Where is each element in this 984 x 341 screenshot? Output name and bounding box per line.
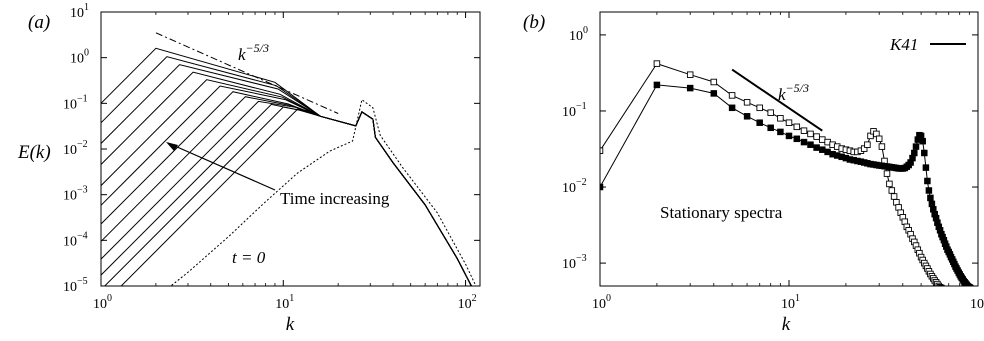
filled-marker-94 — [971, 288, 977, 294]
panel-b-slope-label: k−5/3 — [778, 81, 809, 104]
open-marker-25 — [864, 141, 871, 148]
filled-marker-9 — [785, 132, 793, 140]
filled-marker-55 — [927, 194, 934, 202]
filled-marker-52 — [922, 164, 930, 171]
panel-b-ytick-label-2: 10−1 — [562, 101, 587, 120]
filled-marker-91 — [967, 285, 975, 286]
legend-k41-label: K41 — [889, 35, 918, 54]
open-marker-11 — [800, 127, 808, 134]
filled-marker-93 — [970, 287, 976, 293]
open-marker-32 — [883, 170, 891, 177]
open-marker-5 — [743, 99, 751, 106]
panel-a-ytick-label-1: 10−4 — [63, 230, 88, 249]
stationary-label: Stationary spectra — [660, 203, 783, 222]
open-marker-35 — [890, 193, 898, 200]
open-marker-6 — [756, 104, 763, 112]
open-marker-9 — [785, 119, 793, 126]
filled-marker-56 — [928, 200, 936, 208]
filled-marker-6 — [756, 119, 763, 126]
panel-b-xtick-label-2: 102 — [970, 293, 984, 312]
panel-a-ytick-label-3: 10−2 — [63, 139, 88, 158]
panel-a-ylabel: E(k) — [17, 142, 51, 163]
open-marker-10 — [793, 123, 801, 131]
filled-marker-5 — [743, 113, 751, 120]
open-marker-13 — [813, 133, 820, 140]
panel-b-ytick-label-1: 10−2 — [562, 177, 587, 196]
open-marker-7 — [767, 109, 774, 116]
open-marker-34 — [888, 187, 896, 194]
open-marker-64 — [939, 285, 946, 286]
open-marker-4 — [728, 92, 736, 99]
time-arrow-head — [166, 142, 178, 151]
panel-a-ytick-label-0: 10−5 — [63, 276, 88, 295]
open-marker-12 — [807, 130, 814, 138]
series-line-0 — [600, 63, 940, 286]
open-marker-8 — [777, 115, 784, 122]
open-marker-33 — [886, 180, 893, 188]
open-marker-30 — [878, 143, 886, 150]
filled-marker-53 — [924, 177, 931, 185]
k53-reference-line-b — [731, 68, 823, 132]
filled-marker-51 — [921, 149, 928, 157]
panel-a-xtick-label-0: 100 — [93, 293, 112, 312]
filled-marker-14 — [819, 146, 826, 153]
filled-marker-2 — [686, 84, 694, 92]
panel-a-xtick-label-1: 101 — [275, 293, 294, 312]
panel-a-curves — [101, 32, 477, 286]
filled-marker-3 — [710, 90, 718, 97]
series-line-1 — [600, 84, 969, 286]
filled-marker-45 — [911, 149, 918, 157]
open-marker-14 — [819, 136, 826, 143]
panel-b-xlabel: k — [782, 314, 791, 335]
filled-marker-8 — [777, 128, 784, 136]
panel-b-ticks: 100 101 102 10−3 10−2 10−1 100 — [562, 12, 984, 312]
filled-marker-49 — [917, 132, 925, 140]
panel-b: (b) k 100 101 102 10−3 10−2 10−1 100 K41 k−5/3… — [523, 11, 984, 335]
panel-a-frame — [100, 11, 481, 287]
panel-a-xlabel: k — [286, 314, 295, 335]
initial-spectrum-curve — [170, 98, 477, 286]
panel-b-tag: (b) — [523, 12, 545, 33]
filled-marker-11 — [800, 138, 808, 146]
filled-marker-4 — [728, 104, 736, 112]
filled-marker-10 — [793, 135, 801, 143]
panel-a-ytick-label-5: 100 — [70, 48, 89, 67]
k53-reference-line-a — [155, 32, 339, 114]
open-marker-1 — [653, 60, 661, 67]
panel-b-curves — [600, 60, 977, 294]
filled-marker-7 — [767, 124, 774, 132]
filled-marker-1 — [653, 81, 661, 89]
filled-marker-54 — [925, 187, 933, 194]
open-marker-2 — [686, 71, 694, 78]
panel-b-ytick-label-0: 10−3 — [562, 253, 587, 272]
time-increasing-label: Time increasing — [280, 189, 390, 208]
open-marker-29 — [875, 135, 883, 143]
open-marker-37 — [895, 204, 902, 211]
panel-a-ytick-label-4: 10−1 — [63, 93, 88, 112]
panel-b-frame — [599, 11, 979, 287]
panel-a-xtick-label-2: 102 — [458, 293, 477, 312]
open-marker-3 — [710, 78, 718, 86]
panel-a-slope-label: k−5/3 — [238, 41, 269, 64]
panel-a-ticks: 100 101 102 10−5 10−4 10−3 10−2 10−1 100 101 — [63, 2, 480, 312]
panel-a: (a) E(k) k 100 101 102 10−5 10−4 10−3 10−2 10−1… — [17, 2, 481, 335]
filled-marker-92 — [969, 287, 975, 293]
panel-b-xtick-label-1: 101 — [781, 293, 800, 312]
spectrum-curve-11 — [120, 108, 472, 286]
spectrum-curve-0 — [101, 47, 472, 286]
filled-marker-13 — [813, 144, 820, 151]
panel-a-ytick-label-6: 101 — [70, 2, 89, 21]
filled-marker-46 — [912, 143, 920, 150]
spectrum-curve-4 — [101, 79, 472, 286]
panel-b-xtick-label-0: 100 — [592, 293, 611, 312]
panel-a-tag: (a) — [28, 12, 50, 33]
filled-marker-12 — [807, 141, 814, 148]
panel-b-ytick-label-3: 100 — [569, 25, 588, 44]
time-arrow — [167, 142, 276, 191]
filled-marker-50 — [919, 137, 926, 145]
t0-label: t = 0 — [232, 248, 266, 267]
panel-a-ytick-label-2: 10−3 — [63, 185, 88, 204]
